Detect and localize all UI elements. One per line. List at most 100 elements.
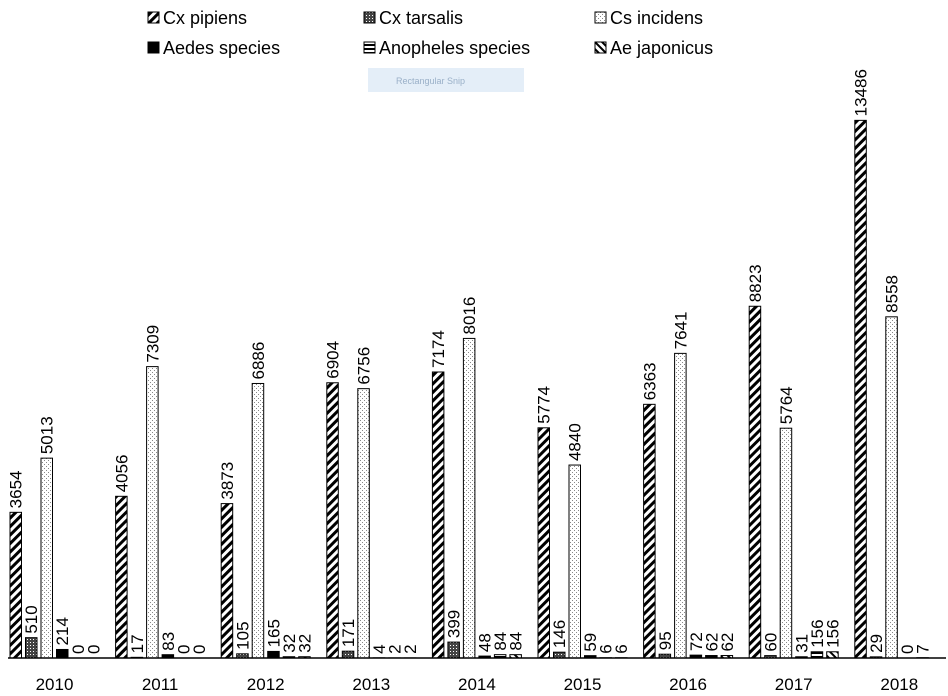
data-label: 171 [339, 619, 358, 647]
data-label: 7174 [429, 330, 448, 368]
data-label: 60 [761, 633, 780, 652]
data-label: 156 [808, 619, 827, 647]
x-tick-label: 2015 [564, 675, 602, 694]
snip-overlay: Rectangular Snip [368, 68, 524, 92]
x-tick-label: 2018 [880, 675, 918, 694]
data-label: 8558 [883, 275, 902, 313]
bar [220, 503, 234, 659]
legend-swatch-3 [147, 41, 160, 54]
bar [643, 403, 656, 659]
data-label: 84 [491, 632, 510, 651]
data-label: 2 [386, 644, 405, 653]
data-label: 0 [69, 645, 88, 654]
x-tick-label: 2010 [36, 675, 74, 694]
data-label: 62 [702, 633, 721, 652]
data-label: 83 [159, 632, 178, 651]
legend: Cx pipiens Cx tarsalis Cs incidens Aedes sp… [147, 8, 713, 58]
bar [537, 427, 550, 659]
data-label: 84 [507, 632, 526, 651]
data-label: 510 [22, 605, 41, 633]
data-label: 0 [84, 645, 103, 654]
x-axis: 2010 2011 2012 2013 2014 2015 2016 2017 2018 [8, 657, 946, 694]
bar [25, 637, 38, 659]
legend-swatch-0 [147, 11, 160, 24]
plot-area: 3654510501321400405617730983003873105688… [7, 69, 933, 659]
data-label: 17 [128, 634, 147, 653]
data-label: 6 [612, 644, 631, 653]
data-label: 95 [656, 631, 675, 650]
bar [447, 641, 460, 659]
bar [553, 651, 566, 659]
data-label: 29 [867, 634, 886, 653]
bar [251, 382, 265, 659]
bar [326, 382, 339, 659]
snip-overlay-label: Rectangular Snip [396, 76, 465, 86]
bar [431, 371, 445, 659]
data-label: 6904 [324, 341, 343, 379]
data-label: 7641 [671, 312, 690, 350]
data-label: 399 [445, 610, 464, 638]
bar [115, 495, 128, 659]
data-label: 8016 [460, 297, 479, 335]
bar [885, 316, 898, 659]
data-label: 6886 [249, 342, 268, 380]
data-label: 5764 [777, 386, 796, 424]
data-label: 5013 [38, 416, 57, 454]
data-label: 7309 [143, 325, 162, 363]
data-label: 6363 [640, 363, 659, 401]
data-label: 3873 [218, 462, 237, 500]
data-label: 72 [687, 632, 706, 651]
legend-swatch-4 [363, 41, 376, 54]
legend-swatch-1 [363, 11, 376, 24]
legend-label: Cx pipiens [163, 8, 247, 28]
data-label: 4056 [112, 454, 131, 492]
bar [357, 388, 370, 659]
x-tick-label: 2012 [247, 675, 285, 694]
x-tick-label: 2011 [142, 675, 179, 694]
data-label: 0 [190, 645, 209, 654]
bar [341, 650, 355, 659]
x-tick-label: 2014 [458, 675, 496, 694]
legend-label: Aedes species [163, 38, 280, 58]
data-label: 6 [597, 644, 616, 653]
data-label: 165 [264, 619, 283, 647]
bar [568, 464, 581, 659]
data-label: 32 [295, 634, 314, 653]
data-label: 5774 [535, 386, 554, 424]
x-tick-label: 2017 [775, 675, 813, 694]
data-label: 156 [823, 619, 842, 647]
bar [854, 119, 867, 659]
legend-label: Cx tarsalis [379, 8, 463, 28]
data-label: 6756 [355, 347, 374, 385]
legend-label: Ae japonicus [610, 38, 713, 58]
data-label: 0 [898, 645, 917, 654]
data-label: 32 [280, 634, 299, 653]
bar [462, 337, 476, 659]
data-label: 146 [550, 620, 569, 648]
bar [40, 457, 53, 659]
data-label: 13486 [852, 69, 871, 116]
data-label: 59 [581, 633, 600, 652]
bar [674, 352, 687, 659]
data-label: 2 [401, 644, 420, 653]
bar [810, 651, 824, 659]
data-label: 4 [370, 644, 389, 653]
data-label: 0 [174, 645, 193, 654]
data-label: 3654 [7, 470, 26, 508]
legend-label: Anopheles species [379, 38, 530, 58]
legend-label: Cs incidens [610, 8, 703, 28]
bar [56, 648, 69, 659]
data-label: 8823 [746, 264, 765, 302]
legend-swatch-5 [594, 41, 607, 54]
bar [826, 651, 839, 659]
bar [267, 650, 280, 659]
x-tick-label: 2016 [669, 675, 707, 694]
data-label: 62 [718, 633, 737, 652]
